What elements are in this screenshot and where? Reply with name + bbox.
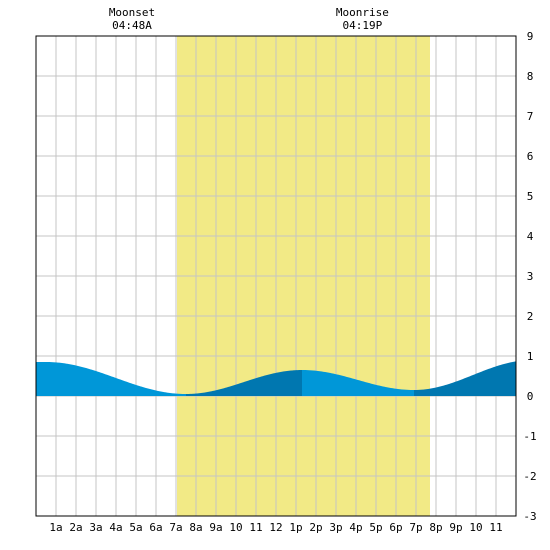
x-tick-label: 3p [329, 521, 342, 534]
x-tick-label: 3a [89, 521, 102, 534]
x-tick-label: 11 [489, 521, 502, 534]
y-tick-label: 3 [527, 270, 534, 283]
x-tick-label: 12 [269, 521, 282, 534]
y-tick-label: -1 [523, 430, 536, 443]
y-tick-label: 7 [527, 110, 534, 123]
x-tick-label: 7p [409, 521, 422, 534]
x-tick-label: 10 [469, 521, 482, 534]
x-tick-label: 7a [169, 521, 182, 534]
x-tick-label: 6p [389, 521, 402, 534]
plot-frame [35, 35, 517, 517]
y-tick-label: 5 [527, 190, 534, 203]
x-tick-label: 9p [449, 521, 462, 534]
y-tick-label: -2 [523, 470, 536, 483]
moonset-label: Moonset [109, 6, 155, 19]
tide-segment-rising [186, 370, 302, 396]
moonrise-time: 04:19P [343, 19, 383, 32]
y-tick-label: 0 [527, 390, 534, 403]
x-tick-label: 2p [309, 521, 322, 534]
y-tick-labels: -3 -2 -1 0 1 2 3 4 5 6 7 8 9 [523, 30, 536, 523]
y-tick-label: 6 [527, 150, 534, 163]
moonset-annotation: Moonset 04:48A [109, 6, 155, 32]
x-tick-label: 8p [429, 521, 442, 534]
y-tick-label: -3 [523, 510, 536, 523]
y-tick-label: 9 [527, 30, 534, 43]
tide-segment-falling [46, 362, 186, 396]
x-tick-label: 5a [129, 521, 142, 534]
x-tick-label: 4a [109, 521, 122, 534]
x-tick-label: 6a [149, 521, 162, 534]
x-tick-label: 5p [369, 521, 382, 534]
y-tick-label: 8 [527, 70, 534, 83]
moonset-time: 04:48A [112, 19, 152, 32]
x-tick-label: 10 [229, 521, 242, 534]
tide-segment-falling [302, 370, 414, 396]
y-tick-label: 1 [527, 350, 534, 363]
moonrise-annotation: Moonrise 04:19P [336, 6, 389, 32]
x-tick-label: 11 [249, 521, 262, 534]
x-tick-label: 2a [69, 521, 82, 534]
x-tick-label: 1a [49, 521, 62, 534]
tide-segment-rising [414, 361, 516, 396]
x-tick-label: 4p [349, 521, 362, 534]
tide-segment-falling [36, 362, 46, 396]
x-tick-labels: 1a 2a 3a 4a 5a 6a 7a 8a 9a 10 11 12 1p 2p 3p 4p 5p 6p 7p 8p… [49, 521, 502, 534]
grid-layer [36, 36, 516, 516]
moonrise-label: Moonrise [336, 6, 389, 19]
tide-area [36, 361, 516, 396]
x-tick-label: 1p [289, 521, 302, 534]
x-tick-label: 9a [209, 521, 222, 534]
y-tick-label: 2 [527, 310, 534, 323]
x-tick-label: 8a [189, 521, 202, 534]
y-tick-label: 4 [527, 230, 534, 243]
